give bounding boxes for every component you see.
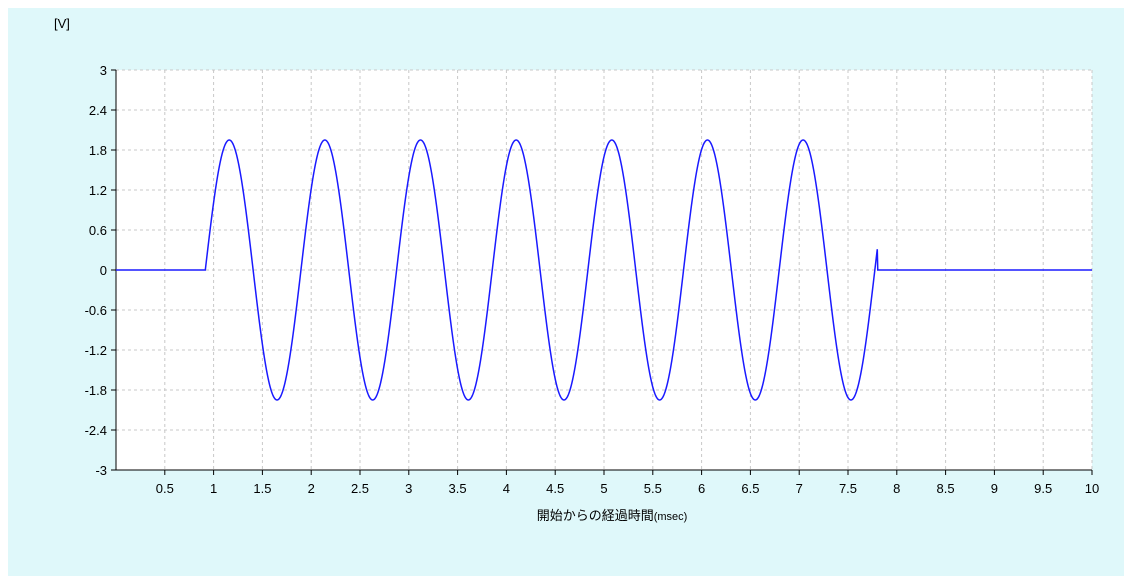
x-tick-label: 9.5	[1034, 481, 1052, 496]
x-tick-label: 2.5	[351, 481, 369, 496]
x-tick-label: 7	[796, 481, 803, 496]
y-tick-label: 1.2	[89, 183, 107, 198]
x-tick-label: 9	[991, 481, 998, 496]
x-axis-title: 開始からの経過時間(msec)	[537, 508, 688, 523]
x-tick-label: 10	[1085, 481, 1099, 496]
x-tick-label: 0.5	[156, 481, 174, 496]
y-tick-label: -0.6	[85, 303, 107, 318]
x-axis-title-unit: (msec)	[654, 511, 688, 523]
y-tick-label: -1.8	[85, 383, 107, 398]
y-tick-label: -2.4	[85, 423, 107, 438]
y-tick-label: 0.6	[89, 223, 107, 238]
x-tick-label: 3.5	[449, 481, 467, 496]
tick-labels: 0.5 1 1.5 2 2.5 3 3.5 4 4.5 5 5.5 6 6.5 7 7.5 8 8.5 9 9.5 1…	[85, 63, 1100, 496]
x-tick-label: 4.5	[546, 481, 564, 496]
x-tick-label: 1	[210, 481, 217, 496]
x-tick-label: 8	[893, 481, 900, 496]
x-tick-label: 2	[308, 481, 315, 496]
voltage-chart: 0.5 1 1.5 2 2.5 3 3.5 4 4.5 5 5.5 6 6.5 7 7.5 8 8.5 9 9.5 1…	[54, 16, 1100, 523]
x-tick-label: 5	[600, 481, 607, 496]
y-tick-label: -1.2	[85, 343, 107, 358]
tick-marks	[111, 69, 1093, 475]
y-axis-title: [V]	[54, 16, 70, 31]
y-tick-label: 1.8	[89, 143, 107, 158]
y-tick-label: -3	[95, 463, 107, 478]
y-tick-label: 2.4	[89, 103, 107, 118]
x-tick-label: 7.5	[839, 481, 857, 496]
y-tick-label: 0	[100, 263, 107, 278]
x-tick-label: 5.5	[644, 481, 662, 496]
x-tick-label: 4	[503, 481, 510, 496]
x-tick-label: 8.5	[937, 481, 955, 496]
y-tick-label: 3	[100, 63, 107, 78]
x-tick-label: 1.5	[253, 481, 271, 496]
x-axis-title-main: 開始からの経過時間	[537, 508, 654, 523]
x-tick-label: 3	[405, 481, 412, 496]
chart-panel: 0.5 1 1.5 2 2.5 3 3.5 4 4.5 5 5.5 6 6.5 7 7.5 8 8.5 9 9.5 1…	[8, 8, 1124, 576]
series-line	[116, 139, 1092, 401]
x-tick-label: 6.5	[741, 481, 759, 496]
x-tick-label: 6	[698, 481, 705, 496]
